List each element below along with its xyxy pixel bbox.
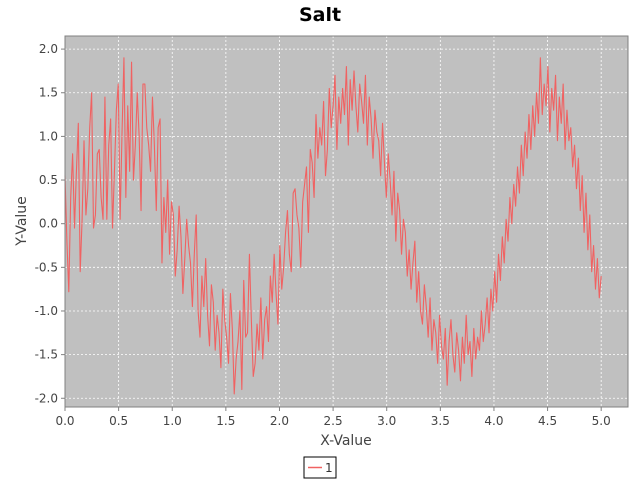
chart-title: Salt xyxy=(299,4,341,26)
x-tick-label: 3.0 xyxy=(377,414,396,428)
x-tick-label: 2.0 xyxy=(270,414,289,428)
legend-entry: 1 xyxy=(325,461,333,475)
x-tick-label: 1.5 xyxy=(216,414,235,428)
series-line xyxy=(64,57,602,395)
legend: 1 xyxy=(303,456,337,479)
y-axis-label: Y-Value xyxy=(14,196,30,247)
y-tick-label: 0.5 xyxy=(39,173,58,187)
x-tick-label: 4.5 xyxy=(538,414,557,428)
x-tick-label: 3.5 xyxy=(431,414,450,428)
y-tick-label: 0.0 xyxy=(39,217,58,231)
x-axis-label: X-Value xyxy=(320,433,372,449)
grid xyxy=(64,36,628,407)
y-tick-label: -1.5 xyxy=(35,348,58,362)
y-tick-label: 1.0 xyxy=(39,129,58,143)
x-tick-label: 0.5 xyxy=(109,414,128,428)
y-tick-label: -0.5 xyxy=(35,260,58,274)
y-tick-label: -1.0 xyxy=(35,304,58,318)
y-tick-label: 2.0 xyxy=(39,42,58,56)
series-layer xyxy=(64,57,602,395)
plot-area xyxy=(65,36,628,407)
y-tick-label: -2.0 xyxy=(35,391,58,405)
x-axis-ticks: 0.0 0.5 1.0 1.5 2.0 2.5 3.0 3.5 4.0 4.5 5.0 xyxy=(55,407,611,428)
x-tick-label: 1.0 xyxy=(163,414,182,428)
y-axis-ticks: -2.0 -1.5 -1.0 -0.5 0.0 0.5 1.0 1.5 2.0 xyxy=(35,42,65,405)
x-tick-label: 4.0 xyxy=(484,414,503,428)
x-tick-label: 0.0 xyxy=(55,414,74,428)
y-tick-label: 1.5 xyxy=(39,86,58,100)
x-tick-label: 2.5 xyxy=(324,414,343,428)
plot-border xyxy=(64,35,629,408)
x-tick-label: 5.0 xyxy=(592,414,611,428)
